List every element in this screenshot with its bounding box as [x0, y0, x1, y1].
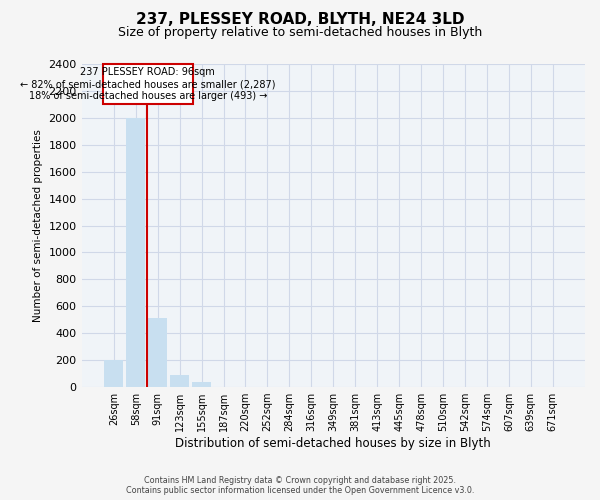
X-axis label: Distribution of semi-detached houses by size in Blyth: Distribution of semi-detached houses by …	[175, 437, 491, 450]
Text: 18% of semi-detached houses are larger (493) →: 18% of semi-detached houses are larger (…	[29, 92, 267, 102]
Text: 237 PLESSEY ROAD: 96sqm: 237 PLESSEY ROAD: 96sqm	[80, 67, 215, 77]
Bar	[148, 318, 167, 387]
Text: Size of property relative to semi-detached houses in Blyth: Size of property relative to semi-detach…	[118, 26, 482, 39]
Bar	[127, 118, 145, 387]
Y-axis label: Number of semi-detached properties: Number of semi-detached properties	[33, 129, 43, 322]
Text: ← 82% of semi-detached houses are smaller (2,287): ← 82% of semi-detached houses are smalle…	[20, 79, 275, 89]
Text: Contains HM Land Registry data © Crown copyright and database right 2025.
Contai: Contains HM Land Registry data © Crown c…	[126, 476, 474, 495]
Text: 237, PLESSEY ROAD, BLYTH, NE24 3LD: 237, PLESSEY ROAD, BLYTH, NE24 3LD	[136, 12, 464, 28]
FancyBboxPatch shape	[103, 64, 193, 104]
Bar	[192, 382, 211, 387]
Bar	[104, 360, 123, 387]
Bar	[170, 375, 189, 387]
